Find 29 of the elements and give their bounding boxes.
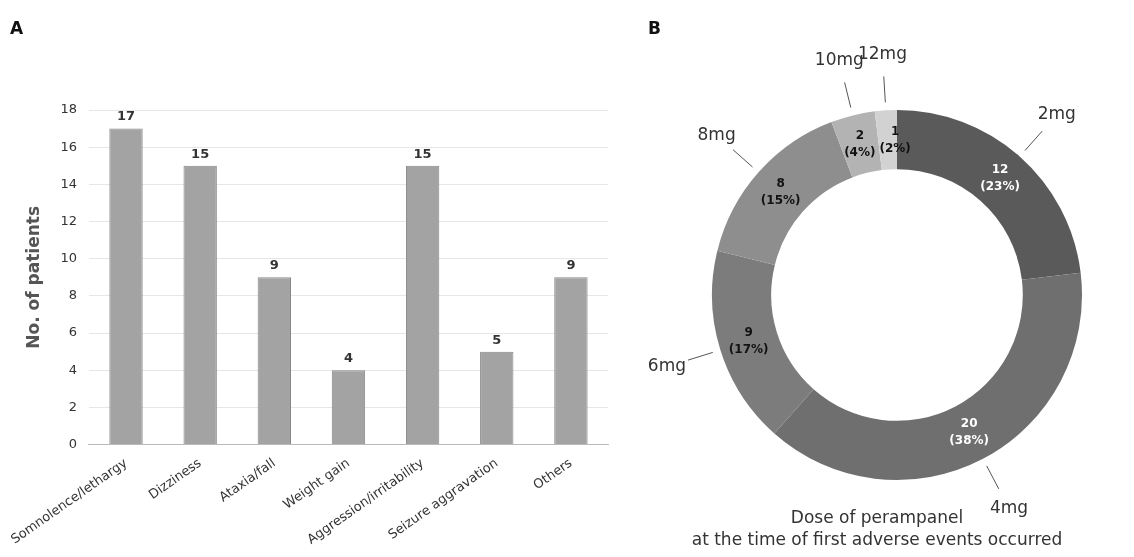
y-tick-label: 8 xyxy=(68,287,77,303)
slice-label: 2mg xyxy=(1037,103,1076,124)
y-tick-label: 6 xyxy=(68,324,77,340)
data-label: 8 (15%) xyxy=(760,175,801,207)
data-label: 20 (38%) xyxy=(949,416,990,448)
y-tick-label: 2 xyxy=(68,398,77,414)
slice-label: 4mg xyxy=(989,496,1029,517)
y-tick-label: 0 xyxy=(68,435,77,451)
data-label: 17 xyxy=(116,108,136,124)
data-label: 9 xyxy=(566,257,576,273)
y-tick-label: 4 xyxy=(68,361,77,377)
data-label: 9 (17%) xyxy=(728,324,769,356)
data-label: 5 xyxy=(492,331,502,347)
slice-label: 8mg xyxy=(697,123,736,144)
data-label: 2 (4%) xyxy=(844,127,876,159)
data-label: 15 xyxy=(413,145,432,161)
y-tick-label: 14 xyxy=(60,175,77,191)
data-label: 9 xyxy=(269,257,279,273)
y-tick-label: 16 xyxy=(60,138,77,154)
y-tick-label: 18 xyxy=(60,101,77,117)
data-label: 12 (23%) xyxy=(980,162,1020,194)
y-tick-label: 12 xyxy=(60,212,77,228)
y-axis-title: No. of patients xyxy=(22,205,43,349)
chart-title: A xyxy=(10,18,24,38)
data-label: 4 xyxy=(343,350,353,366)
y-tick-label: 10 xyxy=(60,250,77,266)
chart-title: B xyxy=(648,18,661,38)
data-label: 15 xyxy=(191,145,210,161)
slice-label: 6mg xyxy=(647,355,686,376)
